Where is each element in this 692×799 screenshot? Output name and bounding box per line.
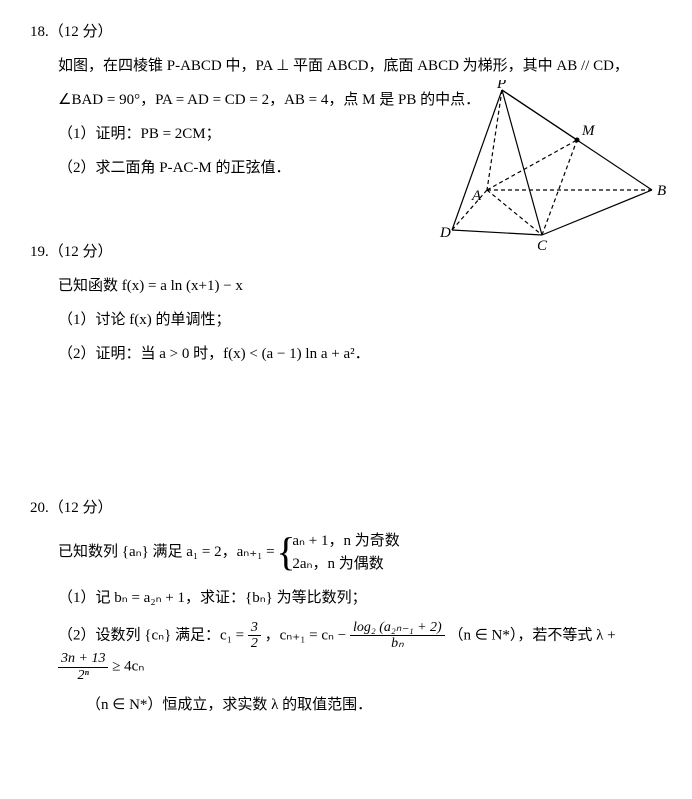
frac-log: log₂ (a₂ₙ₋₁ + 2) bₙ [350, 620, 445, 652]
problem-20-q2-line1: （2）设数列 {cₙ} 满足：c₁ = 3 2 ，cₙ₊₁ = cₙ − log… [30, 620, 662, 684]
frac-log-num: log₂ (a₂ₙ₋₁ + 2) [350, 620, 445, 636]
label-d: D [439, 225, 451, 241]
problem-18-line1: 如图，在四棱锥 P-ABCD 中，PA ⊥ 平面 ABCD，底面 ABCD 为梯… [30, 54, 662, 78]
problem-18: 18.（12 分） 如图，在四棱锥 P-ABCD 中，PA ⊥ 平面 ABCD，… [30, 20, 662, 180]
problem-19-given: 已知函数 f(x) = a ln (x+1) − x [30, 274, 662, 298]
problem-20-q2-line2: （n ∈ N*）恒成立，求实数 λ 的取值范围． [30, 693, 662, 717]
frac-c1: 3 2 [248, 620, 261, 652]
label-p: P [496, 80, 506, 92]
frac-log-den: bₙ [350, 636, 445, 651]
given-prefix: 已知数列 {aₙ} 满足 a₁ = 2，aₙ₊₁ = [58, 544, 278, 560]
problem-19-head: 19.（12 分） [30, 240, 662, 264]
pyramid-diagram: P M A B C D [422, 80, 672, 258]
text: 如图，在四棱锥 P-ABCD 中，PA ⊥ 平面 ABCD，底面 ABCD 为梯… [58, 58, 629, 74]
piecewise-def: { aₙ + 1，n 为奇数 2aₙ，n 为偶数 [278, 530, 399, 576]
label-a: A [471, 188, 482, 204]
case-2: 2aₙ，n 为偶数 [292, 553, 399, 576]
label-m: M [581, 123, 596, 139]
label-b: B [657, 183, 666, 199]
frac-c1-num: 3 [248, 620, 261, 636]
problem-20: 20.（12 分） 已知数列 {aₙ} 满足 a₁ = 2，aₙ₊₁ = { a… [30, 496, 662, 717]
q2-prefix: （2）设数列 {cₙ} 满足：c₁ = [58, 627, 248, 643]
problem-20-given: 已知数列 {aₙ} 满足 a₁ = 2，aₙ₊₁ = { aₙ + 1，n 为奇… [30, 530, 662, 576]
problem-19-q2: （2）证明：当 a > 0 时，f(x) < (a − 1) ln a + a²… [30, 342, 662, 366]
q2-mid1: ，cₙ₊₁ = cₙ − [265, 627, 350, 643]
problem-19-q1: （1）讨论 f(x) 的单调性； [30, 308, 662, 332]
frac-3n13-den: 2ⁿ [58, 668, 108, 683]
frac-c1-den: 2 [248, 636, 261, 651]
q2-tail: ≥ 4cₙ [112, 659, 144, 675]
problem-18-head: 18.（12 分） [30, 20, 662, 44]
point-m-dot [575, 138, 580, 143]
q2-mid2: （n ∈ N*），若不等式 λ + [448, 627, 615, 643]
problem-20-head: 20.（12 分） [30, 496, 662, 520]
problem-19: 19.（12 分） 已知函数 f(x) = a ln (x+1) − x （1）… [30, 240, 662, 366]
diagram-svg: P M A B C D [422, 80, 672, 250]
brace-icon: { [276, 530, 295, 576]
frac-3n13-num: 3n + 13 [58, 651, 108, 667]
text: ∠BAD = 90°，PA = AD = CD = 2，AB = 4，点 M 是… [58, 92, 480, 108]
frac-3n13: 3n + 13 2ⁿ [58, 651, 108, 683]
case-1: aₙ + 1，n 为奇数 [292, 530, 399, 553]
problem-20-q1: （1）记 bₙ = a₂ₙ + 1，求证：{bₙ} 为等比数列； [30, 586, 662, 610]
